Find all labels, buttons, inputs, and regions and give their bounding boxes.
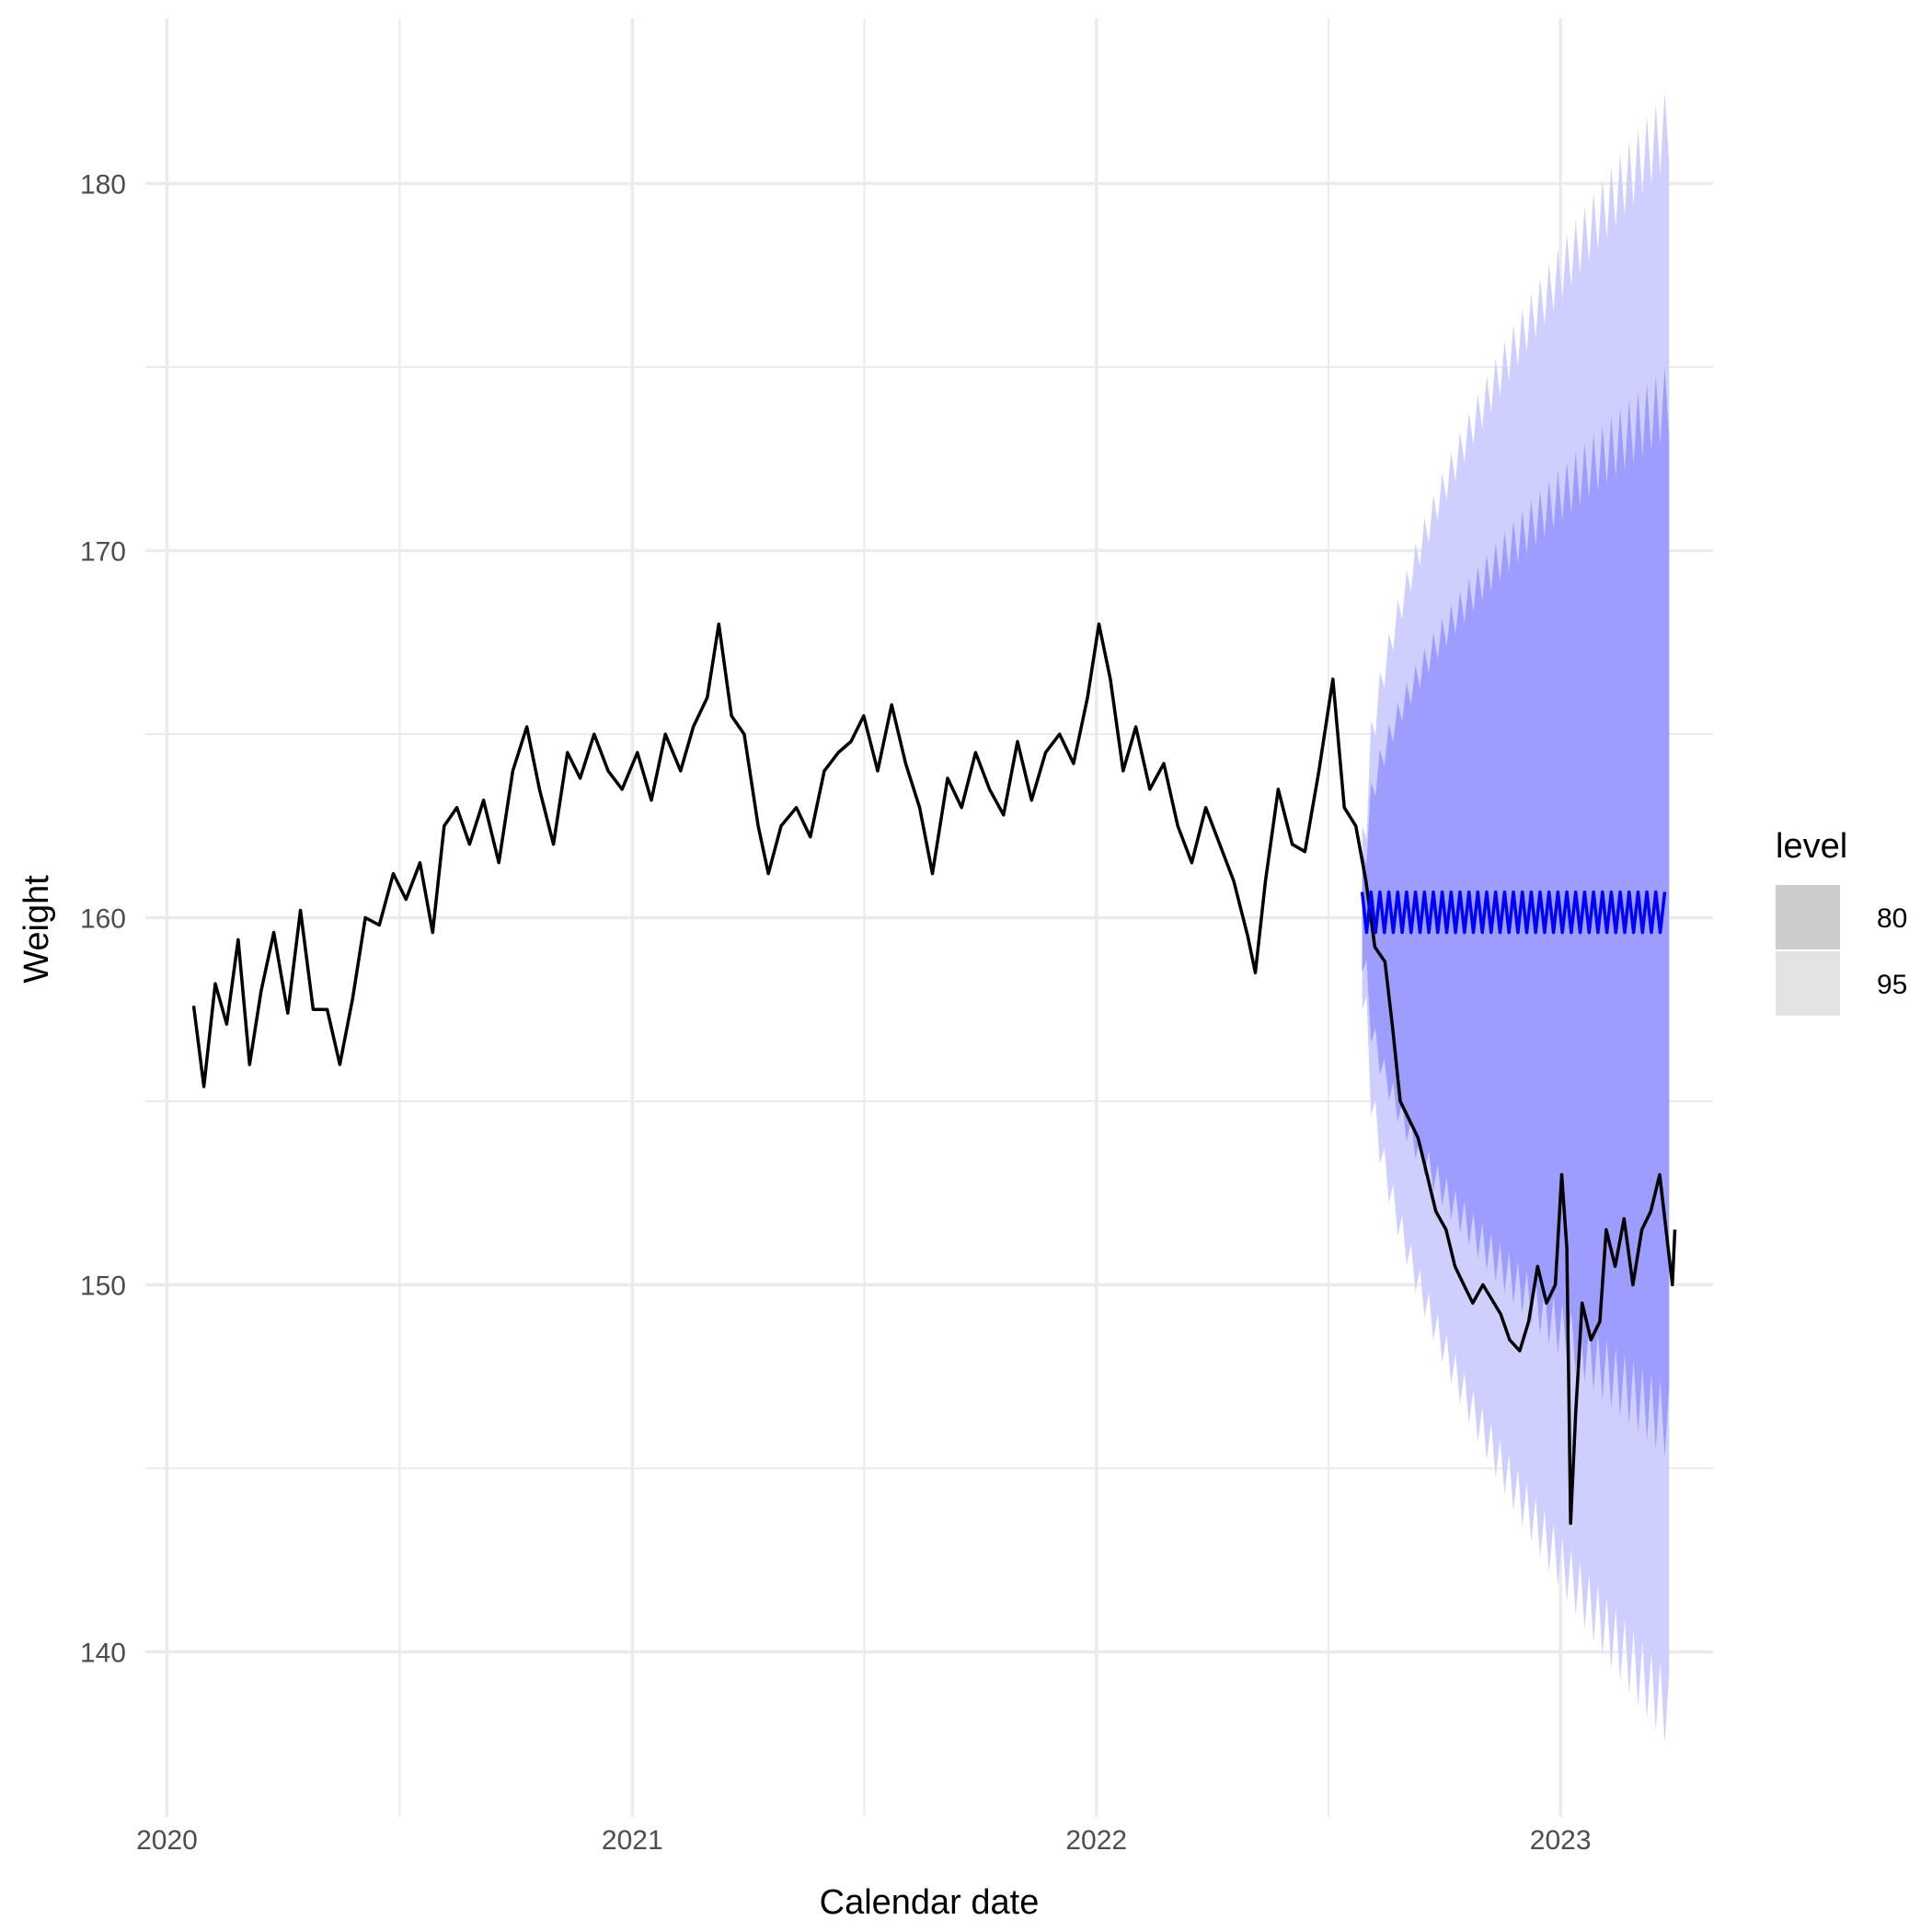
legend-label-80: 80 xyxy=(1877,903,1907,934)
x-tick-label: 2023 xyxy=(1530,1825,1592,1856)
actual-weight-line xyxy=(191,622,1677,1525)
legend-swatch-95 xyxy=(1776,951,1840,1016)
x-axis-title: Calendar date xyxy=(820,1883,1040,1922)
series-lines xyxy=(191,622,1677,1525)
y-tick-label: 150 xyxy=(80,1271,126,1301)
x-tick-label: 2021 xyxy=(602,1825,663,1856)
x-tick-label: 2022 xyxy=(1065,1825,1127,1856)
forecast-line xyxy=(1360,890,1667,935)
x-tick-label: 2020 xyxy=(136,1825,198,1856)
legend-swatch-80 xyxy=(1776,885,1840,949)
y-tick-label: 160 xyxy=(80,904,126,935)
legend-title: level xyxy=(1776,827,1847,866)
y-axis-tick-labels: 140 150 160 170 180 xyxy=(80,170,126,1669)
legend: level 80 95 xyxy=(1776,827,1907,1016)
y-axis-title: Weight xyxy=(17,875,56,983)
legend-label-95: 95 xyxy=(1877,970,1907,1000)
y-tick-label: 170 xyxy=(80,537,126,568)
y-tick-label: 180 xyxy=(80,170,126,201)
y-tick-label: 140 xyxy=(80,1638,126,1668)
x-axis-tick-labels: 2020 2021 2022 2023 xyxy=(136,1825,1591,1856)
